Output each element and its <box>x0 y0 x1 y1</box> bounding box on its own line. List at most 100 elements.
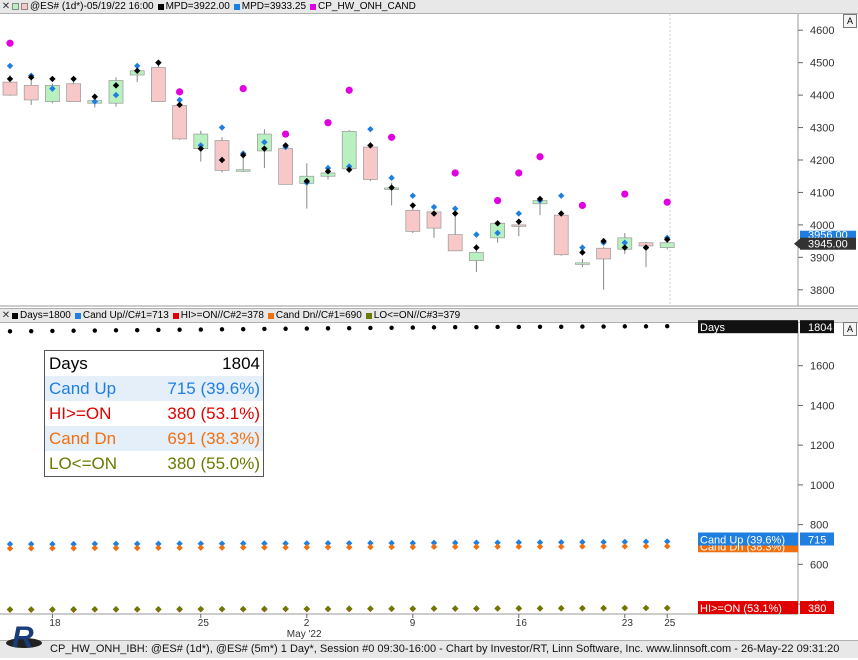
candle-body <box>278 148 293 185</box>
series-dot <box>155 540 162 548</box>
mpd1-marker <box>70 75 77 83</box>
price-tick-label: 3900 <box>810 252 834 264</box>
mpd2-marker <box>473 231 480 238</box>
series-dot <box>409 539 416 547</box>
series-dot <box>579 605 586 612</box>
mpd2-marker <box>452 205 459 212</box>
close-icon[interactable]: ✕ <box>1 1 11 12</box>
series-dot <box>600 604 607 612</box>
series-dot <box>240 544 247 551</box>
series-dot <box>324 540 332 547</box>
series-dot <box>346 605 353 613</box>
days-dot <box>304 326 309 331</box>
series-dot <box>664 604 671 612</box>
days-dot <box>135 327 140 333</box>
mpd2-marker <box>28 72 35 79</box>
price-tick-label: 4400 <box>810 90 834 102</box>
series-dot <box>367 539 374 547</box>
mpd2-marker <box>218 124 226 131</box>
mpd1-marker <box>218 156 226 164</box>
candle-body <box>257 133 272 152</box>
upper-autoscale-button[interactable]: A <box>843 14 857 28</box>
legend-days[interactable]: Days=1800 <box>12 310 71 321</box>
series-dot <box>197 540 204 547</box>
date-tick-label: 2 <box>304 618 310 629</box>
value-tick-label: 600 <box>810 559 828 571</box>
legend-cand-up[interactable]: Cand Up//C#1=713 <box>74 310 169 321</box>
mpd2-legend[interactable]: MPD=3933.25 <box>233 1 306 12</box>
days-dot <box>177 327 182 332</box>
series-dot <box>155 606 162 613</box>
stats-row-days: Days 1804 <box>45 351 263 376</box>
mpd2-marker <box>197 142 204 149</box>
legend-cand-dn[interactable]: Cand Dn//C#1=690 <box>267 310 362 321</box>
series-dot <box>388 543 395 551</box>
candle-body <box>553 214 569 256</box>
series-dot <box>409 605 416 612</box>
series-dot <box>346 605 353 612</box>
date-tick-label: 23 <box>622 618 634 629</box>
candle-body <box>45 85 60 102</box>
legend-cand-dn-label: Cand Dn//C#1=690 <box>275 310 362 321</box>
series-dot <box>579 538 586 546</box>
series-dot <box>346 544 353 551</box>
series-dot <box>197 606 204 613</box>
series-dot <box>197 544 204 551</box>
stats-table: Days 1804 Cand Up 715 (39.6%) HI>=ON 380… <box>44 350 264 477</box>
series-dot <box>536 543 544 550</box>
days-value-label: 1804 <box>808 322 832 334</box>
mpd1-marker <box>261 145 268 152</box>
close-icon[interactable]: ✕ <box>1 310 11 321</box>
candle-body <box>532 200 548 205</box>
legend-hi-on[interactable]: HI>=ON//C#2=378 <box>172 310 264 321</box>
price-tick-label: 4300 <box>810 123 834 135</box>
candle-body <box>511 224 527 227</box>
stats-lo-on-value: 380 (55.0%) <box>167 454 260 473</box>
mpd1-marker <box>155 59 162 66</box>
chart-title-legend[interactable]: @ES# (1d*)-05/19/22 16:00 <box>12 1 154 12</box>
value-tick-label: 1000 <box>810 480 834 492</box>
legend-lo-on[interactable]: LO<=ON//C#3=379 <box>365 310 460 321</box>
mpd1-marker <box>346 166 353 173</box>
cand-up-name-box <box>698 532 798 546</box>
date-tick-label: 16 <box>516 618 528 629</box>
series-dot <box>303 544 310 551</box>
stats-lo-on-label: LO<=ON <box>49 454 118 473</box>
series-dot <box>176 540 183 547</box>
mpd2-marker <box>134 62 141 70</box>
mpd2-marker <box>261 138 268 146</box>
days-dot <box>325 326 331 331</box>
legend-hi-on-label: HI>=ON//C#2=378 <box>180 310 264 321</box>
mpd1-marker <box>600 237 607 245</box>
series-dot <box>70 606 77 613</box>
indicator-dot <box>494 196 502 205</box>
overlap-price-label: 3956.00 <box>808 230 848 242</box>
days-dot <box>495 324 500 330</box>
series-dot <box>664 543 671 550</box>
candle-body <box>638 242 654 247</box>
cand-up-name-label: Cand Up (39.6%) <box>700 534 785 546</box>
series-dot <box>558 543 565 550</box>
days-dot <box>389 325 394 330</box>
series-dot <box>452 605 459 612</box>
candle-body <box>235 169 251 172</box>
days-dot <box>622 324 627 329</box>
hi-on-name-label: HI>=ON (53.1%) <box>700 603 782 615</box>
indicator-dot <box>451 169 459 177</box>
lower-autoscale-button[interactable]: A <box>843 322 857 336</box>
series-dot <box>388 605 395 612</box>
days-dot <box>50 328 55 334</box>
series-dot <box>346 540 353 547</box>
series-dot <box>303 605 310 613</box>
mpd2-marker <box>664 234 671 242</box>
indicator-dot <box>176 88 184 96</box>
series-dot <box>70 540 77 548</box>
stats-cand-dn-value: 691 (38.3%) <box>167 429 260 448</box>
mpd1-legend[interactable]: MPD=3922.00 <box>157 1 230 12</box>
candle-body <box>575 262 590 265</box>
series-dot <box>494 605 501 612</box>
series-dot <box>91 606 98 613</box>
candle-body <box>659 242 675 248</box>
indicator-legend[interactable]: CP_HW_ONH_CAND <box>310 1 416 12</box>
